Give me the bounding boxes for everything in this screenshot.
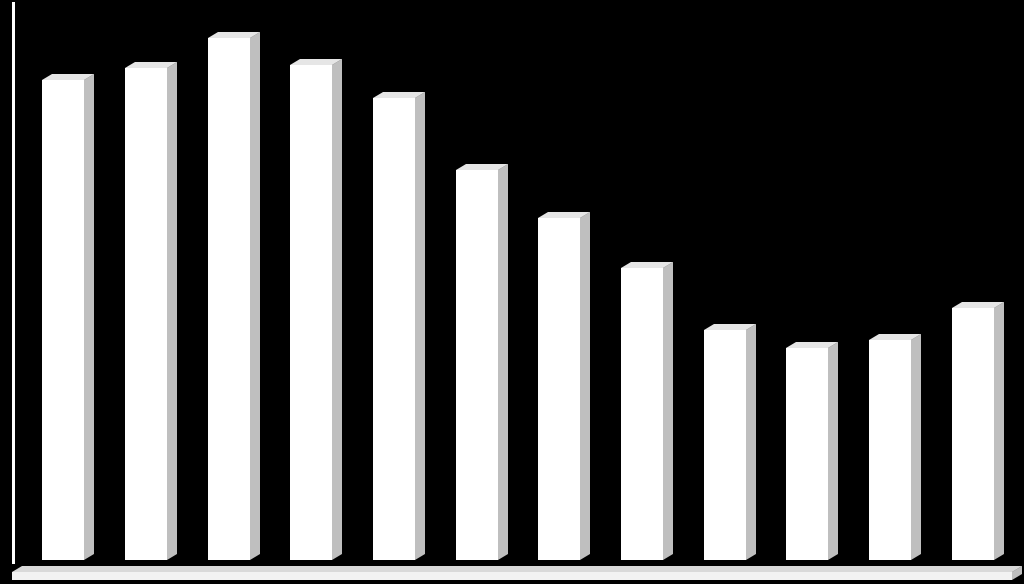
bar-front-face [538,218,580,560]
bar [373,92,425,560]
bar-front-face [952,308,994,560]
bar-side-face [663,262,673,560]
bar [621,262,673,560]
bar-chart [0,0,1024,584]
bar-side-face [84,74,94,560]
bar [208,32,260,560]
bar-side-face [746,324,756,560]
y-axis [12,2,15,564]
bar-front-face [456,170,498,560]
bar-side-face [911,334,921,560]
bar [538,212,590,560]
bar [456,164,508,560]
bars-container [22,0,1014,560]
bar-side-face [415,92,425,560]
bar-front-face [290,65,332,560]
plot-area [22,0,1014,560]
bar-front-face [125,68,167,560]
floor-front [12,572,1012,580]
x-axis-floor [12,566,1022,580]
bar-front-face [42,80,84,560]
bar-side-face [332,59,342,560]
bar-side-face [498,164,508,560]
bar-front-face [704,330,746,560]
bar-front-face [208,38,250,560]
bar [125,62,177,560]
bar-side-face [994,302,1004,560]
bar [786,342,838,560]
bar-side-face [167,62,177,560]
bar-front-face [373,98,415,560]
bar [42,74,94,560]
bar-front-face [869,340,911,560]
bar-side-face [828,342,838,560]
bar-side-face [250,32,260,560]
bar [704,324,756,560]
bar [869,334,921,560]
bar-front-face [786,348,828,560]
bar [290,59,342,560]
bar-side-face [580,212,590,560]
bar-front-face [621,268,663,560]
bar [952,302,1004,560]
